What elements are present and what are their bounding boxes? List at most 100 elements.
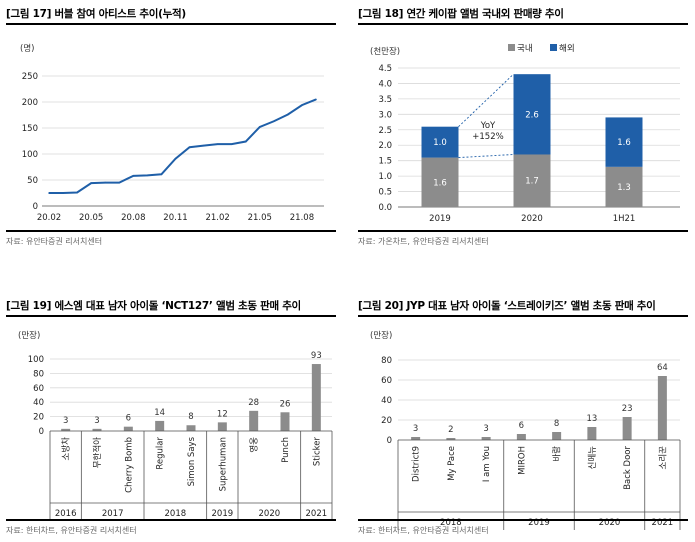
chart-panel-20: [그림 20] JYP 대표 남자 아이돌 ‘스트레이키즈’ 앨범 초동 판매 … bbox=[358, 298, 688, 542]
bar bbox=[552, 432, 562, 440]
data-label: 12 bbox=[217, 409, 228, 419]
data-label: 13 bbox=[586, 414, 597, 424]
data-label: 6 bbox=[519, 421, 524, 431]
x-tick-label: District9 bbox=[412, 446, 422, 482]
x-tick-label: 영웅 bbox=[249, 437, 260, 453]
data-point bbox=[315, 98, 317, 101]
bar-chart-20: (만장) 0 20 40 60 80 3 District9 2 My Pace 3 I am You… bbox=[370, 330, 681, 530]
bar-chart-19: (만장) 0 20 40 60 80 100 3 소방차 3 무한적아 6 Cherry Bomb 14 R… bbox=[18, 330, 333, 521]
x-tick-label: Cherry Bomb bbox=[124, 437, 134, 493]
chart-panel-17: [그림 17] 버블 참여 아티스트 추이(누적) (명) 0 50 100 150 20… bbox=[6, 6, 336, 251]
x-tick-label: 바람 bbox=[552, 446, 563, 462]
y-tick-label: 0.5 bbox=[378, 188, 392, 198]
x-tick-label: 무한적아 bbox=[92, 437, 103, 468]
data-point bbox=[301, 104, 303, 106]
bar bbox=[186, 425, 196, 431]
data-point bbox=[188, 146, 191, 149]
bar bbox=[311, 364, 321, 431]
bar-segment bbox=[605, 166, 643, 207]
chart-title: [그림 20] JYP 대표 남자 아이돌 ‘스트레이키즈’ 앨범 초동 판매 … bbox=[358, 300, 656, 312]
data-label: 3 bbox=[413, 424, 418, 434]
y-tick-label: 100 bbox=[22, 150, 38, 160]
legend-swatch bbox=[550, 44, 557, 51]
x-tick-label: 신메뉴 bbox=[588, 446, 598, 470]
bar-segment bbox=[605, 117, 643, 167]
y-tick-label: 4.5 bbox=[378, 64, 392, 74]
x-tick-label: 20.11 bbox=[163, 213, 187, 223]
data-point bbox=[174, 157, 177, 160]
data-point bbox=[118, 181, 121, 184]
source-note: 자료: 한터차트, 유안타증권 리서치센터 bbox=[6, 526, 137, 535]
data-point bbox=[202, 144, 205, 147]
footer-rule bbox=[6, 230, 336, 232]
y-tick-label: 150 bbox=[22, 124, 38, 134]
group-label: 2020 bbox=[599, 518, 621, 528]
chart-panel-19: [그림 19] 에스엠 대표 남자 아이돌 ‘NCT127’ 앨범 초동 판매 … bbox=[6, 298, 336, 542]
group-label: 2019 bbox=[212, 509, 234, 519]
bar-segment bbox=[421, 157, 459, 207]
footer-rule bbox=[358, 230, 688, 232]
yoy-connector-bottom bbox=[458, 154, 514, 159]
x-tick-label: 1H21 bbox=[613, 214, 636, 224]
data-label: 26 bbox=[280, 399, 291, 409]
x-tick-label: 2020 bbox=[521, 214, 543, 224]
data-point bbox=[230, 143, 233, 145]
data-point bbox=[90, 182, 92, 184]
legend-swatch bbox=[508, 44, 515, 51]
x-tick-label: Regular bbox=[156, 437, 166, 470]
group-label: 2018 bbox=[165, 509, 187, 519]
x-tick-label: 21.08 bbox=[290, 213, 314, 223]
data-label: 8 bbox=[554, 419, 559, 429]
y-tick-label: 80 bbox=[381, 356, 392, 366]
y-tick-label: 0 bbox=[39, 427, 44, 437]
bar bbox=[280, 412, 290, 431]
bar bbox=[446, 438, 456, 440]
data-point bbox=[244, 140, 247, 143]
bar bbox=[411, 437, 421, 440]
group-label: 2017 bbox=[102, 509, 124, 519]
data-label: 1.6 bbox=[433, 178, 447, 188]
data-point bbox=[76, 191, 78, 194]
chart-panel-18: [그림 18] 연간 케이팝 앨범 국내외 판매량 추이 (천만장) 0.0 0.5… bbox=[358, 6, 688, 251]
y-tick-label: 40 bbox=[381, 396, 392, 406]
y-tick-label: 3.0 bbox=[378, 110, 392, 120]
data-label: 2 bbox=[448, 425, 453, 435]
bar-segment bbox=[513, 154, 551, 207]
footer-rule bbox=[6, 519, 336, 521]
data-label: 1.7 bbox=[525, 177, 539, 187]
x-tick-label: Simon Says bbox=[187, 436, 197, 486]
bar bbox=[61, 428, 71, 431]
y-tick-label: 100 bbox=[28, 355, 44, 365]
footer-rule bbox=[358, 519, 688, 521]
data-point bbox=[258, 126, 261, 128]
data-point bbox=[104, 181, 107, 184]
data-point bbox=[62, 192, 64, 194]
chart-title: [그림 19] 에스엠 대표 남자 아이돌 ‘NCT127’ 앨범 초동 판매 … bbox=[6, 300, 301, 312]
y-tick-label: 50 bbox=[27, 176, 38, 186]
bar bbox=[587, 427, 597, 440]
y-axis-unit: (명) bbox=[20, 43, 34, 54]
data-label: 23 bbox=[622, 404, 633, 414]
x-tick-label: Back Door bbox=[623, 445, 633, 489]
bar bbox=[249, 410, 259, 431]
yoy-annotation-line2: +152% bbox=[472, 132, 503, 142]
bar bbox=[657, 376, 667, 440]
x-tick-label: 20.02 bbox=[37, 213, 61, 223]
group-label: 2018 bbox=[440, 518, 462, 528]
y-tick-label: 60 bbox=[33, 384, 44, 394]
y-tick-label: 80 bbox=[33, 369, 44, 379]
data-point bbox=[132, 175, 135, 177]
y-axis-unit: (만장) bbox=[370, 330, 392, 341]
data-label: 1.3 bbox=[617, 183, 631, 193]
y-tick-label: 250 bbox=[22, 72, 38, 82]
x-tick-label: MIROH bbox=[517, 446, 527, 475]
data-point bbox=[273, 120, 275, 123]
group-label: 2021 bbox=[652, 518, 674, 528]
data-point bbox=[160, 173, 163, 176]
group-label: 2019 bbox=[528, 518, 550, 528]
title-rule bbox=[358, 23, 688, 25]
y-tick-label: 1.0 bbox=[378, 172, 392, 182]
data-label: 1.0 bbox=[433, 138, 447, 148]
y-tick-label: 3.5 bbox=[378, 95, 392, 105]
data-point bbox=[48, 192, 50, 194]
